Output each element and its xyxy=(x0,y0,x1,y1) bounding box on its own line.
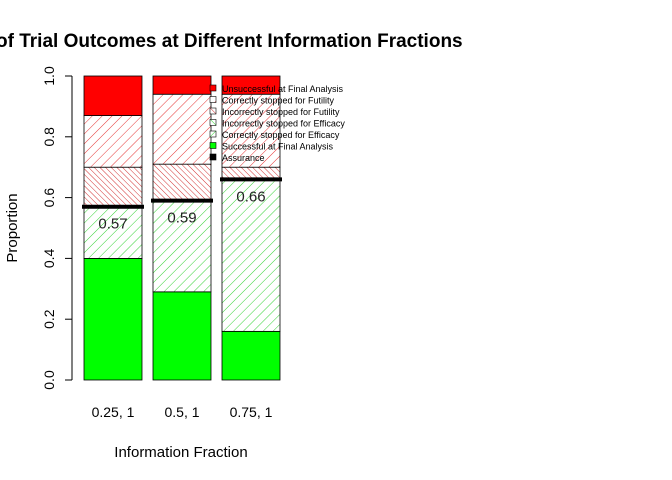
y-tick-label: 0.8 xyxy=(41,127,57,147)
assurance-value-label: 0.57 xyxy=(98,216,127,233)
y-tick-label: 0.0 xyxy=(41,370,57,390)
x-axis-label: Information Fraction xyxy=(114,444,247,461)
bar-segment xyxy=(152,93,212,165)
legend-swatch xyxy=(209,119,217,126)
y-tick-label: 0.6 xyxy=(41,188,57,208)
legend-swatch xyxy=(209,153,217,161)
legend-swatch xyxy=(209,84,217,92)
bar-segment xyxy=(152,291,212,381)
bar-segment xyxy=(221,93,281,168)
legend-swatch xyxy=(209,130,217,138)
legend-label: Successful at Final Analysis xyxy=(222,142,334,152)
legend-label: Assurance xyxy=(222,153,265,163)
y-tick-label: 0.4 xyxy=(41,248,57,268)
legend-label: Correctly stopped for Futility xyxy=(222,96,335,106)
assurance-value-label: 0.59 xyxy=(167,210,196,227)
x-tick-label: 0.75, 1 xyxy=(230,404,273,420)
bar-segment xyxy=(83,166,143,208)
bar-segment xyxy=(221,330,281,381)
x-tick-label: 0.25, 1 xyxy=(92,404,135,420)
bars: 0.57 0.59 0.66 xyxy=(82,75,282,381)
legend-swatch xyxy=(209,142,217,149)
x-tick-label: 0.5, 1 xyxy=(164,404,199,420)
y-tick-label: 1.0 xyxy=(41,66,57,86)
legend-label: Correctly stopped for Efficacy xyxy=(222,130,340,140)
assurance-value-label: 0.66 xyxy=(236,188,265,205)
legend-swatch xyxy=(209,96,217,103)
bar-segment xyxy=(221,75,281,95)
chart-title: of Trial Outcomes at Different Informati… xyxy=(0,31,463,52)
bar-segment xyxy=(221,178,281,332)
bar-segment xyxy=(83,206,143,259)
legend-label: Unsuccessful at Final Analysis xyxy=(222,84,344,94)
bar-segment xyxy=(152,75,212,95)
bar-segment xyxy=(152,200,212,293)
bar-segment xyxy=(83,257,143,381)
bar-segment xyxy=(83,115,143,168)
y-tick-label: 0.2 xyxy=(41,309,57,329)
bar-segment xyxy=(152,163,212,202)
bar-segment xyxy=(83,75,143,116)
legend-label: Incorrectly stopped for Futility xyxy=(222,107,340,117)
x-tick-labels: 0.25, 1 0.5, 1 0.75, 1 xyxy=(92,404,273,420)
legend-swatch xyxy=(209,107,217,115)
y-axis-label: Proportion xyxy=(4,193,21,262)
legend: Unsuccessful at Final Analysis Correctly … xyxy=(209,84,345,163)
y-axis: 0.0 0.2 0.4 0.6 0.8 1.0 xyxy=(41,66,73,390)
legend-label: Incorrectly stopped for Efficacy xyxy=(222,119,345,129)
